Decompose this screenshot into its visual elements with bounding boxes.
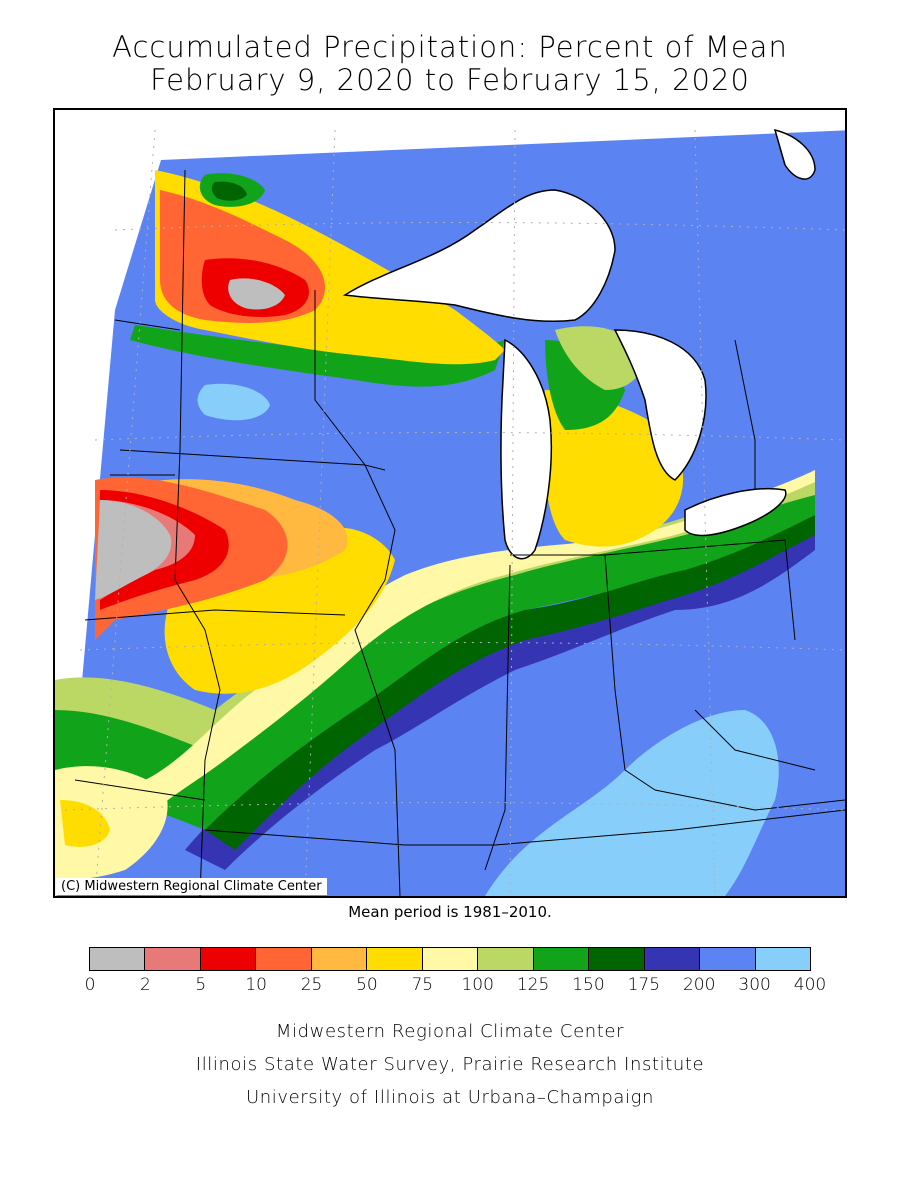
precipitation-map: (C) Midwestern Regional Climate Center xyxy=(53,108,847,898)
legend-tick-label: 300 xyxy=(738,975,771,995)
legend-swatch xyxy=(478,948,534,970)
contour-southwest-yellow xyxy=(60,800,110,847)
map-title: Accumulated Precipitation: Percent of Me… xyxy=(112,30,788,64)
legend-swatch xyxy=(311,948,368,970)
legend-swatch xyxy=(644,948,701,970)
graticule xyxy=(64,129,845,896)
legend-labels: 0 2 5 10 25 50 75 100 125 150 175 200 300 400 xyxy=(85,975,827,997)
legend-tick-label: 50 xyxy=(356,975,378,995)
legend-swatch xyxy=(256,948,312,970)
contour-0-2-north xyxy=(228,278,285,310)
map-date-range: February 9, 2020 to February 15, 2020 xyxy=(150,63,750,97)
copyright-label: (C) Midwestern Regional Climate Center xyxy=(56,878,327,895)
legend-swatch xyxy=(422,948,479,970)
legend-tick-label: 150 xyxy=(572,975,605,995)
legend-tick-label: 200 xyxy=(682,975,716,995)
legend-swatch xyxy=(145,948,201,970)
legend-tick-label: 75 xyxy=(411,975,434,995)
state-borders xyxy=(74,169,845,896)
legend-swatch xyxy=(90,948,146,970)
legend-swatch xyxy=(200,948,257,970)
legend-tick-label: 5 xyxy=(195,975,207,995)
contour-southwest-pale xyxy=(55,766,168,880)
contour-125-175-north xyxy=(130,325,505,387)
legend-tick-label: 25 xyxy=(300,975,323,995)
credit-line-1: Midwestern Regional Climate Center xyxy=(275,1021,625,1042)
credit-line-3: University of Illinois at Urbana–Champai… xyxy=(245,1087,655,1108)
contour-300-400-southeast xyxy=(485,710,779,896)
mean-period-note: Mean period is 1981–2010. xyxy=(348,903,552,921)
contour-0-2-west xyxy=(95,500,172,600)
great-lakes xyxy=(342,128,816,560)
legend-swatch xyxy=(700,948,756,970)
lake-erie xyxy=(684,487,787,537)
lake-ontario-edge xyxy=(773,128,816,180)
lake-huron xyxy=(613,329,707,481)
contour-150-175-edge xyxy=(205,515,815,850)
contour-125-175-band xyxy=(55,490,815,830)
legend-tick-label: 2 xyxy=(139,975,151,995)
legend-swatch xyxy=(589,948,645,970)
legend-color-bar xyxy=(89,947,811,971)
legend-tick-label: 0 xyxy=(84,975,96,995)
map-canvas xyxy=(55,128,845,896)
credit-line-2: Illinois State Water Survey, Prairie Res… xyxy=(195,1054,705,1075)
legend-tick-label: 10 xyxy=(245,975,267,995)
contour-300-400-northwest xyxy=(197,383,270,421)
legend-tick-label: 400 xyxy=(793,975,827,995)
legend-swatch xyxy=(755,948,811,970)
legend-tick-label: 100 xyxy=(461,975,494,995)
legend-swatch xyxy=(367,948,423,970)
contour-200-300-northwest xyxy=(125,340,512,462)
contour-175-north-spot xyxy=(211,181,247,201)
legend-tick-label: 175 xyxy=(627,975,661,995)
color-legend xyxy=(89,947,811,971)
legend-swatch xyxy=(533,948,590,970)
legend-tick-label: 125 xyxy=(516,975,550,995)
